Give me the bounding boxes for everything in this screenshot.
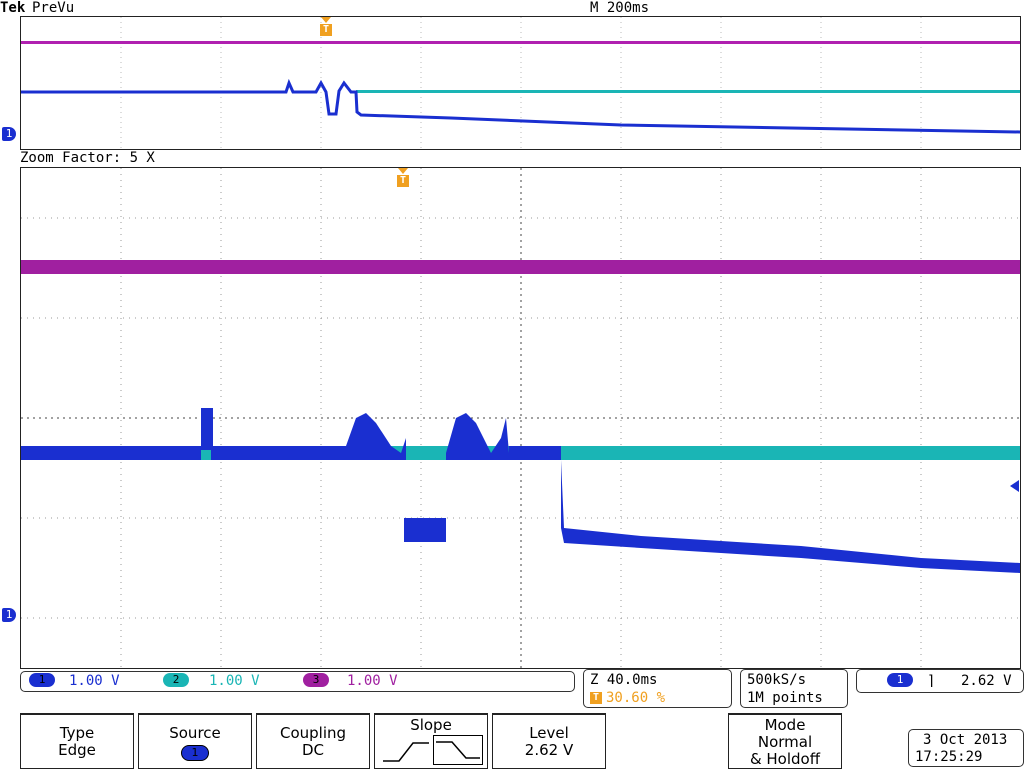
trigger-coupling-title: Coupling	[279, 724, 347, 742]
zoom-factor-label: Zoom Factor: 5 X	[20, 150, 155, 166]
preview-ch1-trace	[21, 78, 1020, 134]
trigger-slope-button[interactable]: Slope	[374, 713, 488, 769]
falling-edge-icon: ⌉	[927, 673, 936, 689]
datetime-box: 3 Oct 2013 17:25:29	[908, 729, 1024, 767]
time-readout: 17:25:29	[915, 749, 983, 765]
main-graticule	[21, 168, 1020, 668]
rising-slope-icon[interactable]	[381, 737, 431, 765]
trigger-mode-title: Mode	[764, 716, 806, 734]
ch3-scale: 1.00 V	[347, 673, 398, 689]
trigger-level-readout: 2.62 V	[961, 673, 1012, 689]
date-readout: 3 Oct 2013	[923, 732, 1008, 748]
acquisition-box: 500kS/s 1M points	[740, 669, 848, 708]
ch3-badge[interactable]: 3	[303, 673, 329, 687]
ch1-trace	[21, 408, 1020, 573]
trigger-level-button[interactable]: Level 2.62 V	[492, 713, 606, 769]
trigger-status-box: 1 ⌉ 2.62 V	[856, 669, 1024, 693]
ch2-scale: 1.00 V	[209, 673, 260, 689]
trigger-mode-line2: Normal	[757, 733, 813, 751]
trigger-type-value: Edge	[58, 741, 96, 759]
preview-trigger-marker-icon: T	[320, 24, 332, 36]
trigger-coupling-button[interactable]: Coupling DC	[256, 713, 370, 769]
trigger-coupling-value: DC	[301, 741, 325, 759]
main-trigger-marker-icon: T	[397, 175, 409, 187]
trigger-slope-title: Slope	[410, 716, 452, 734]
preview-ch1-ground-marker-icon: 1	[2, 127, 16, 141]
preview-ch2-trace	[356, 90, 1020, 93]
ch1-ground-marker-icon: 1	[2, 608, 16, 622]
brand-logo: Tek	[0, 0, 26, 16]
zoom-position: Z 40.0ms	[590, 672, 658, 688]
trigger-source-badge: 1	[887, 673, 913, 687]
preview-graticule	[21, 17, 1020, 149]
preview-waveform-window[interactable]	[20, 16, 1021, 150]
zoom-waveform-window[interactable]	[20, 167, 1021, 669]
trigger-source-button[interactable]: Source 1	[138, 713, 252, 769]
trigger-position-icon: T	[590, 692, 602, 704]
trigger-position-percent: 30.60 %	[606, 690, 666, 706]
trigger-mode-button[interactable]: Mode Normal & Holdoff	[728, 713, 842, 769]
channel-scale-bar: 1 1.00 V 2 1.00 V 3 1.00 V	[20, 671, 575, 692]
falling-slope-icon[interactable]	[433, 735, 483, 765]
zoom-info-box: Z 40.0ms T 30.60 %	[583, 669, 732, 708]
preview-ch3-trace	[21, 41, 1020, 44]
sample-rate: 500kS/s	[747, 672, 807, 688]
trigger-type-title: Type	[59, 724, 95, 742]
ch3-trace	[21, 260, 1020, 274]
preview-trigger-arrow-icon	[321, 17, 331, 23]
prevu-label: PreVu	[32, 0, 75, 16]
trigger-type-button[interactable]: Type Edge	[20, 713, 134, 769]
record-length: 1M points	[747, 690, 823, 706]
timebase-readout: M 200ms	[590, 0, 650, 16]
trigger-level-value: 2.62 V	[524, 741, 574, 759]
trigger-mode-line3: & Holdoff	[749, 750, 821, 768]
trigger-level-title: Level	[529, 724, 569, 742]
main-trigger-arrow-icon	[398, 168, 408, 174]
ch1-badge[interactable]: 1	[29, 673, 55, 687]
ch1-scale: 1.00 V	[69, 673, 120, 689]
trigger-level-arrow-icon	[1010, 480, 1019, 492]
ch2-badge[interactable]: 2	[163, 673, 189, 687]
trigger-source-title: Source	[169, 724, 221, 742]
source-ch1-badge: 1	[181, 744, 209, 761]
